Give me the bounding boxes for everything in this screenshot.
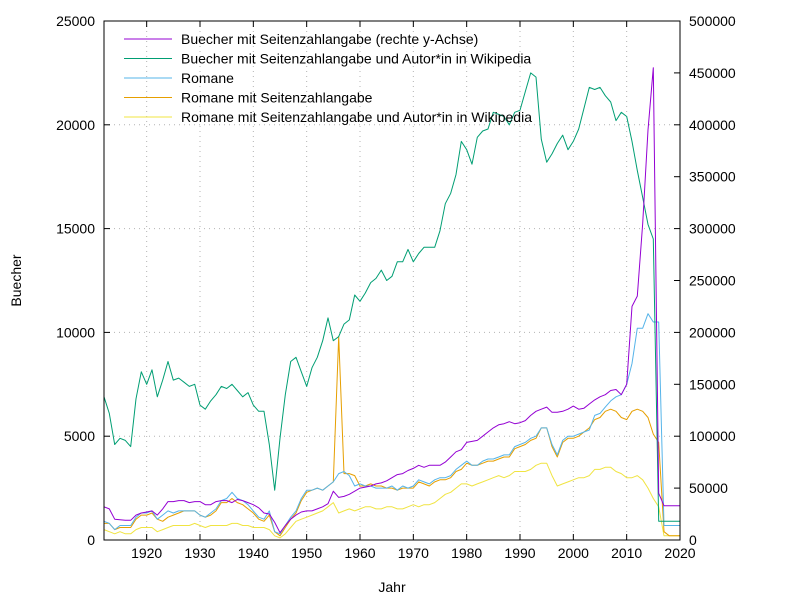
y2-tick-label: 50000	[689, 480, 728, 496]
grid	[104, 21, 680, 540]
x-tick-label: 1940	[238, 545, 269, 561]
y-axis-title: Buecher	[8, 254, 24, 306]
y2-tick-label: 150000	[689, 376, 736, 392]
legend-label-3: Romane	[181, 70, 234, 86]
y2-tick-label: 100000	[689, 428, 736, 444]
y2-tick-label: 0	[689, 532, 697, 548]
x-tick-label: 1950	[291, 545, 322, 561]
series-line-4	[104, 336, 680, 537]
x-tick-label: 1980	[451, 545, 482, 561]
x-axis-title: Jahr	[378, 579, 406, 595]
y2-tick-label: 350000	[689, 169, 736, 185]
x-tick-label: 2010	[611, 545, 642, 561]
x-tick-label: 1970	[398, 545, 429, 561]
y-tick-label: 15000	[56, 221, 95, 237]
y2-tick-label: 450000	[689, 65, 736, 81]
legend: Buecher mit Seitenzahlangabe (rechte y-A…	[124, 31, 532, 125]
y-tick-label: 5000	[64, 428, 95, 444]
x-tick-label: 1930	[184, 545, 215, 561]
y2-tick-label: 250000	[689, 273, 736, 289]
legend-label-5: Romane mit Seitenzahlangabe und Autor*in…	[181, 109, 532, 125]
series-line-1	[103, 67, 680, 534]
y-tick-label: 25000	[56, 13, 95, 29]
y2-tick-label: 200000	[689, 324, 736, 340]
axes: 1920 1930 1940 1950 1960 1970 1980 1990 2000 2010…	[56, 13, 736, 561]
x-tick-label: 1960	[344, 545, 375, 561]
x-tick-label: 2020	[664, 545, 695, 561]
y-tick-label: 20000	[56, 117, 95, 133]
y2-tick-label: 500000	[689, 13, 736, 29]
x-tick-label: 1990	[504, 545, 535, 561]
x-tick-label: 2000	[558, 545, 589, 561]
y-tick-label: 10000	[56, 324, 95, 340]
series-line-2	[103, 72, 680, 522]
series-lines	[103, 67, 680, 539]
legend-label-1: Buecher mit Seitenzahlangabe (rechte y-A…	[181, 31, 478, 47]
series-line-3	[103, 313, 680, 535]
y2-tick-label: 400000	[689, 117, 736, 133]
y2-tick-label: 300000	[689, 221, 736, 237]
legend-label-4: Romane mit Seitenzahlangabe	[181, 90, 373, 106]
x-tick-label: 1920	[131, 545, 162, 561]
series-line-5	[103, 462, 680, 539]
y-tick-label: 0	[87, 532, 95, 548]
legend-label-2: Buecher mit Seitenzahlangabe und Autor*i…	[181, 51, 531, 67]
